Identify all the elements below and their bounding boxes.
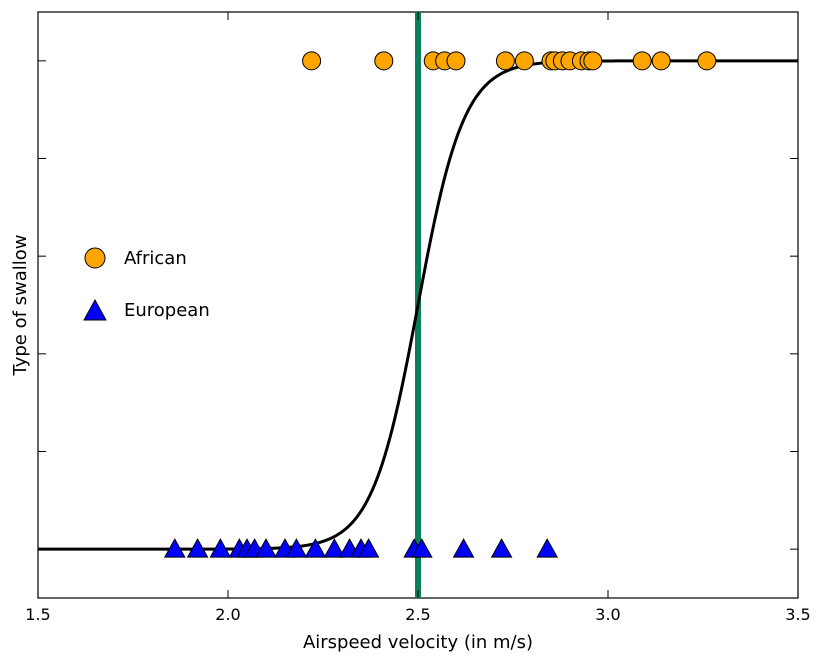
legend-european-label: European — [124, 300, 210, 321]
african-point — [651, 51, 671, 71]
y-axis-label: Type of swallow — [10, 234, 31, 376]
european-point — [536, 538, 559, 558]
african-point — [697, 51, 717, 71]
european-point — [357, 538, 380, 558]
axis-ticks — [37, 12, 799, 598]
x-axis-label: Airspeed velocity (in m/s) — [303, 632, 533, 653]
european-point — [410, 538, 433, 558]
x-tick-label: 1.5 — [25, 605, 50, 624]
european-point — [255, 538, 277, 558]
legend-african-marker — [84, 247, 106, 269]
logistic-curve — [38, 59, 798, 551]
european-point — [186, 538, 209, 558]
logistic-curve-group — [38, 59, 798, 551]
x-tick-label: 2.5 — [405, 605, 430, 624]
x-tick-labels: 1.5 2.0 2.5 3.0 3.5 — [25, 605, 810, 624]
x-tick-label: 3.0 — [595, 605, 620, 624]
african-point — [583, 51, 603, 71]
european-point — [452, 538, 475, 558]
legend-african-label: African — [124, 248, 187, 269]
european-point — [323, 538, 346, 558]
series-african — [302, 51, 717, 71]
legend: African European — [83, 247, 210, 321]
african-point — [495, 51, 515, 71]
african-point — [632, 51, 652, 71]
african-point — [302, 51, 322, 71]
series-european — [163, 538, 559, 558]
african-point — [374, 51, 394, 71]
european-point — [304, 538, 327, 558]
european-point — [163, 538, 186, 558]
legend-european-marker — [83, 298, 107, 321]
european-point — [490, 538, 513, 558]
european-point — [285, 538, 308, 558]
x-tick-label: 3.5 — [785, 605, 810, 624]
x-tick-label: 2.0 — [215, 605, 240, 624]
european-point — [209, 538, 232, 558]
african-point — [514, 51, 534, 71]
african-point — [446, 51, 466, 71]
